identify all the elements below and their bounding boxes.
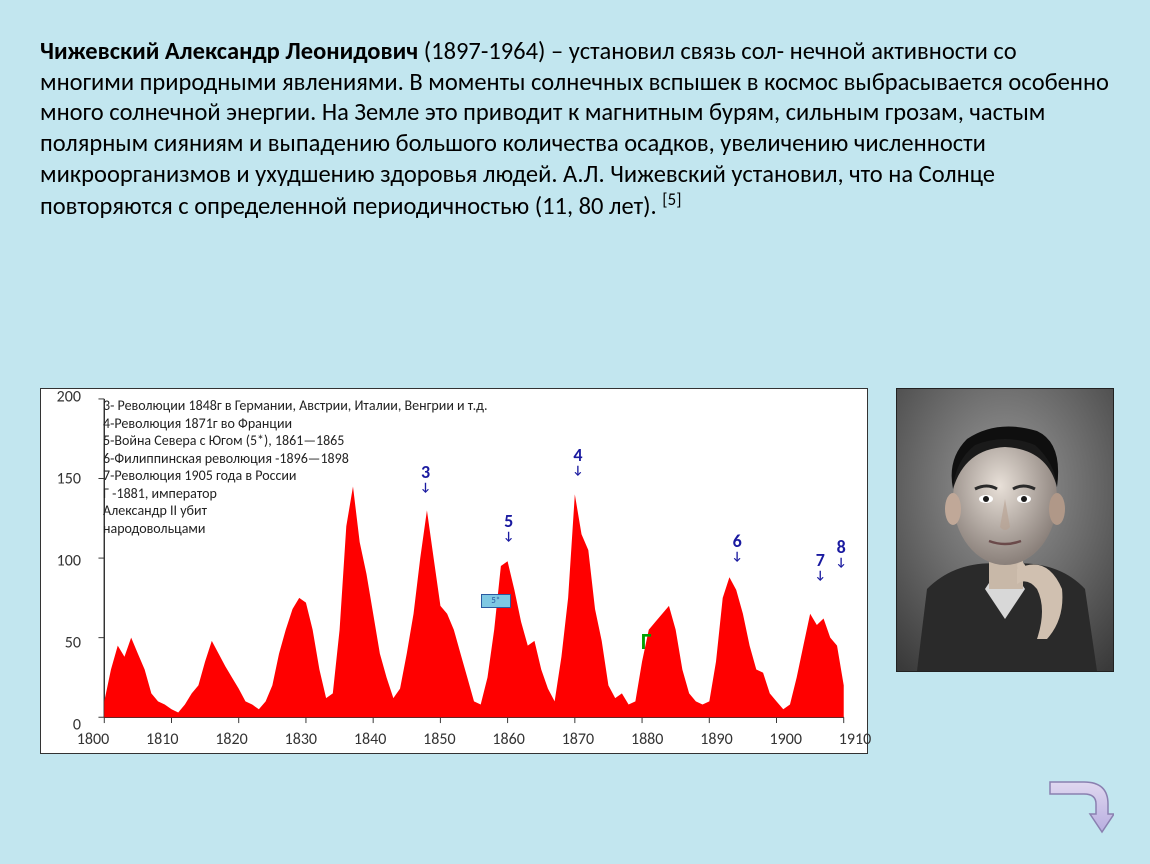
content-row: 050100150200 180018101820183018401850186…: [40, 388, 1114, 754]
x-tick-label: 1850: [423, 730, 455, 749]
x-tick-label: 1800: [77, 730, 109, 749]
legend-line: 3- Революции 1848г в Германии, Австрии, …: [103, 397, 488, 415]
x-tick-label: 1870: [562, 730, 594, 749]
marker-g: Г: [640, 630, 652, 654]
legend-line: Александр II убит: [103, 502, 488, 520]
person-name: Чижевский Александр Леонидович: [40, 36, 424, 66]
x-tick-label: 1900: [770, 730, 802, 749]
x-tick-label: 1860: [492, 730, 524, 749]
y-tick-label: 150: [57, 470, 81, 489]
y-tick-label: 100: [57, 552, 81, 571]
portrait-svg: [897, 389, 1113, 671]
peak-label: 8↓: [836, 536, 847, 570]
x-tick-label: 1890: [700, 730, 732, 749]
peak-label: 3↓: [420, 461, 431, 495]
legend-line: 4-Революция 1871г во Франции: [103, 415, 488, 433]
x-tick-label: 1840: [354, 730, 386, 749]
chart-inner: 050100150200 180018101820183018401850186…: [41, 389, 867, 753]
x-tick-label: 1910: [839, 730, 871, 749]
return-arrow-icon[interactable]: [1036, 776, 1114, 840]
body-text: Чижевский Александр Леонидович (1897-196…: [40, 36, 1110, 222]
x-tick-label: 1830: [285, 730, 317, 749]
peak-label: 4↓: [572, 444, 583, 478]
peak-label: 5↓: [503, 510, 514, 544]
x-tick-label: 1810: [146, 730, 178, 749]
y-tick-label: 50: [65, 634, 81, 653]
reference-sup: [5]: [662, 189, 681, 210]
slide: Чижевский Александр Леонидович (1897-196…: [0, 0, 1150, 864]
peak-label: 7↓: [815, 549, 826, 583]
legend-line: 5-Война Севера с Югом (5*), 1861—1865: [103, 432, 488, 450]
marker-5star: 5*: [481, 594, 511, 608]
x-tick-label: 1880: [631, 730, 663, 749]
x-tick-label: 1820: [215, 730, 247, 749]
peak-label: 6↓: [732, 530, 743, 564]
portrait-photo: [896, 388, 1114, 672]
sunspot-chart: 050100150200 180018101820183018401850186…: [40, 388, 868, 754]
legend-line: народовольцами: [103, 520, 488, 538]
y-tick-label: 200: [57, 388, 81, 407]
